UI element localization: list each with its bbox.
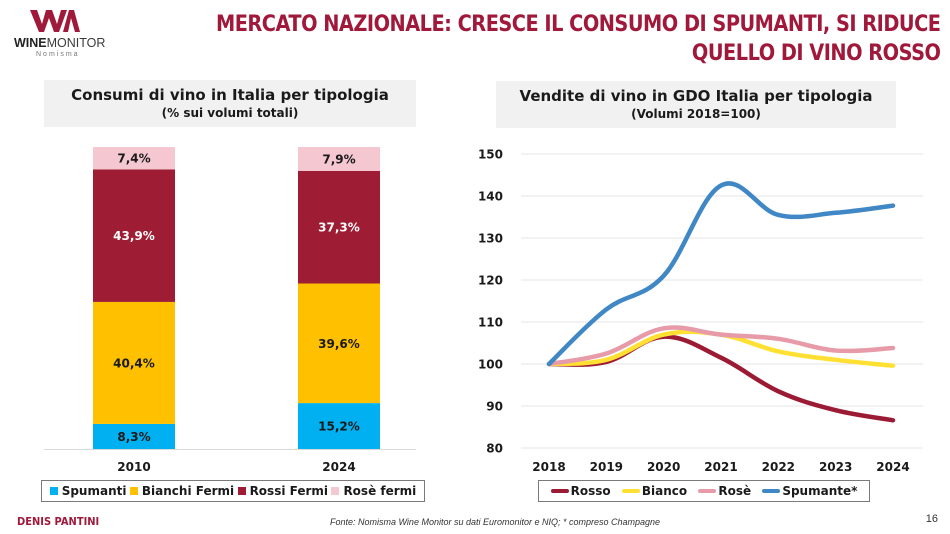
x-tick-label: 2023 [819, 460, 852, 474]
x-tick-label: 2010 [117, 460, 150, 474]
line-chart-subtitle: (Volumi 2018=100) [631, 107, 761, 121]
legend-swatch-rossi [237, 487, 246, 495]
slide-title-line-2: QUELLO DI VINO ROSSO [691, 40, 940, 66]
legend-line-rose [698, 489, 717, 493]
page-number: 16 [925, 513, 938, 525]
data-label: 8,3% [117, 430, 150, 444]
bar-segment-rossi-fermi-2010 [93, 169, 175, 302]
legend-item-bianchi: Bianchi Fermi [129, 484, 235, 498]
x-tick-label: 2020 [647, 460, 680, 474]
x-tick-label: 2024 [322, 460, 355, 474]
bar-segment-rossi-fermi-2024 [298, 170, 380, 284]
legend-item-bianco: Bianco [621, 484, 688, 498]
legend-swatch-rose [331, 487, 340, 495]
y-tick-label: 100 [478, 358, 503, 372]
x-tick-label: 2022 [762, 460, 795, 474]
footer-author: DENIS PANTINI [17, 515, 100, 528]
legend-item-rossi: Rossi Fermi [237, 484, 329, 498]
legend-label: Rossi Fermi [249, 484, 329, 498]
wine-monitor-logo: WINEMONITOR Nomisma [14, 10, 105, 60]
y-tick-label: 80 [486, 442, 503, 456]
logo-text: WINEMONITOR [14, 36, 105, 50]
legend-item-rosso: Rosso [550, 484, 611, 498]
y-tick-label: 120 [478, 274, 503, 288]
y-tick-label: 140 [478, 190, 503, 204]
series-line-ros [546, 325, 896, 367]
bar-chart-subtitle: (% sui volumi totali) [161, 106, 299, 120]
y-tick-label: 90 [486, 400, 503, 414]
legend-label: Bianchi Fermi [141, 484, 235, 498]
legend-label: Bianco [641, 484, 688, 498]
logo-mark-icon [30, 10, 80, 32]
legend-label: Rosè [718, 484, 752, 498]
logo-subtitle: Nomisma [36, 51, 80, 58]
y-tick-label: 110 [478, 316, 503, 330]
data-label: 39,6% [318, 337, 360, 351]
bar-segment-bianchi-fermi-2010 [93, 301, 175, 424]
bar-segment-ros-fermi-2010 [93, 147, 175, 170]
x-tick-label: 2018 [532, 460, 565, 474]
legend-item-rose-line: Rosè [698, 484, 751, 498]
data-label: 7,9% [322, 152, 355, 166]
legend-item-spumante: Spumante* [762, 484, 857, 498]
legend-label: Spumante* [782, 484, 858, 498]
y-tick-label: 150 [478, 148, 503, 162]
data-label: 40,4% [113, 356, 155, 370]
x-tick-label: 2021 [704, 460, 737, 474]
legend-line-bianco [621, 489, 640, 493]
legend-line-rosso [550, 489, 569, 493]
legend-label: Rosso [570, 484, 611, 498]
y-tick-label: 130 [478, 232, 503, 246]
slide-title: MERCATO NAZIONALE: CRESCE IL CONSUMO DI … [215, 10, 940, 68]
legend-label: Spumanti [61, 484, 127, 498]
data-label: 37,3% [318, 221, 360, 235]
bar-chart-title: Consumi di vino in Italia per tipologia [71, 86, 389, 104]
line-chart-legend: Rosso Bianco Rosè Spumante* [538, 480, 870, 502]
data-label: 15,2% [318, 420, 360, 434]
data-label: 7,4% [117, 152, 150, 166]
legend-swatch-spumanti [49, 487, 58, 495]
bar-segment-spumanti-2010 [93, 423, 175, 449]
logo-brand-bold: WINE [14, 36, 47, 50]
bar-segment-ros-fermi-2024 [298, 147, 380, 171]
x-tick-label: 2019 [590, 460, 623, 474]
data-label: 43,9% [113, 229, 155, 243]
legend-label: Rosè fermi [343, 484, 417, 498]
logo-brand-light: MONITOR [46, 36, 106, 50]
series-line-spumante [546, 181, 896, 367]
line-chart-title: Vendite di vino in GDO Italia per tipolo… [519, 87, 873, 105]
legend-item-spumanti: Spumanti [49, 484, 127, 498]
footer-source: Fonte: Nomisma Wine Monitor su dati Euro… [330, 517, 661, 527]
bar-chart-legend: Spumanti Bianchi Fermi Rossi Fermi Rosè … [41, 480, 425, 502]
bar-segment-spumanti-2024 [298, 403, 380, 449]
bar-segment-bianchi-fermi-2024 [298, 283, 380, 404]
slide-title-line-1: MERCATO NAZIONALE: CRESCE IL CONSUMO DI … [215, 11, 940, 37]
x-tick-label: 2024 [876, 460, 909, 474]
legend-swatch-bianchi [129, 487, 138, 495]
line-chart-header: Vendite di vino in GDO Italia per tipolo… [496, 81, 896, 128]
bar-chart-header: Consumi di vino in Italia per tipologia … [44, 80, 416, 127]
legend-line-spumante [762, 489, 781, 493]
legend-item-rose: Rosè fermi [331, 484, 416, 498]
